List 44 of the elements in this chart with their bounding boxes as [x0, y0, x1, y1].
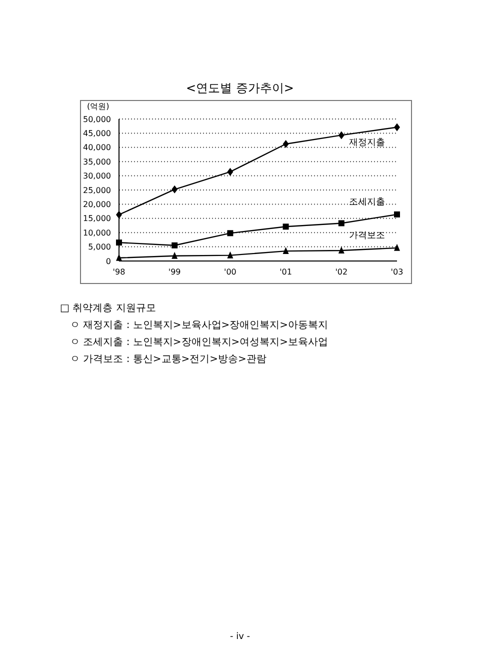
- point: [227, 251, 234, 258]
- series-label: 가격보조: [349, 230, 385, 241]
- chart-title: <연도별 증가추이>: [185, 80, 295, 97]
- point: [338, 220, 344, 226]
- point: [172, 252, 178, 259]
- point: [116, 240, 122, 246]
- point: [394, 123, 400, 132]
- point: [282, 224, 289, 230]
- y-tick-label: 25,000: [83, 186, 111, 195]
- series-label: 재정지출: [349, 138, 385, 148]
- text: □ 취약계층 지원규모: [60, 302, 156, 315]
- series-label: 조세지출: [349, 197, 385, 208]
- point: [394, 244, 400, 251]
- y-tick-label: 0: [106, 256, 111, 266]
- y-tick-label: 5,000: [88, 242, 111, 252]
- point: [227, 168, 234, 176]
- point: [172, 185, 178, 194]
- point: [338, 246, 344, 254]
- x-tick-label: '98: [112, 268, 126, 277]
- y-tick-label: 30,000: [83, 172, 111, 181]
- point: [172, 242, 178, 248]
- point: [394, 211, 400, 218]
- text: ㅇ 조세지출 : 노인복지>장애인복지>여성복지>보육사업: [70, 336, 328, 349]
- y-axis-title: (억원): [87, 101, 110, 112]
- point: [282, 140, 289, 148]
- y-tick-label: 20,000: [83, 200, 111, 210]
- y-tick-label: 50,000: [83, 114, 111, 124]
- y-tick-label: 15,000: [83, 214, 111, 224]
- y-tick-label: 40,000: [83, 143, 111, 152]
- x-tick-label: '03: [390, 268, 404, 277]
- point: [282, 247, 289, 254]
- x-tick-label: '02: [335, 268, 348, 277]
- x-tick-label: '01: [280, 268, 292, 277]
- text: - iv -: [228, 632, 252, 642]
- text: ㅇ 재정지출 : 노인복지>보육사업>장애인복지>아동복지: [70, 319, 328, 332]
- x-tick-label: '99: [168, 268, 181, 277]
- y-tick-label: 35,000: [83, 157, 111, 166]
- point: [116, 210, 122, 219]
- point: [338, 131, 344, 140]
- y-tick-label: 10,000: [83, 228, 111, 238]
- x-tick-label: '00: [224, 268, 236, 277]
- text: ㅇ 가격보조 : 통신>교통>전기>방송>관람: [70, 353, 266, 366]
- y-tick-label: 45,000: [83, 129, 111, 138]
- point: [227, 230, 234, 236]
